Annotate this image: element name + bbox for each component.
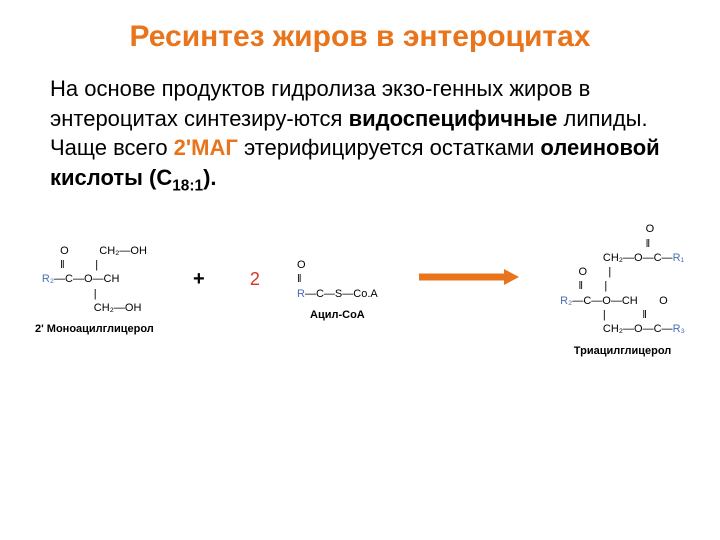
molecule-acyl-coa: O ‖ R—C—S—Co.A Ацил-СоА	[297, 258, 378, 321]
molecule-monoacylglycerol: O CH₂—OH ‖ | R₂—C—O—CH | CH₂—OH 2' Моноа…	[35, 244, 154, 335]
structure-2: O ‖ R—C—S—Co.A	[297, 258, 378, 301]
reaction-scheme: O CH₂—OH ‖ | R₂—C—O—CH | CH₂—OH 2' Моноа…	[30, 222, 690, 356]
molecule-triacylglycerol: O ‖ CH₂—O—C—R₁ O | ‖ | R₂—C—O—CH O | ‖ C…	[560, 222, 685, 356]
description-paragraph: На основе продуктов гидролиза экзо-генны…	[50, 74, 670, 197]
structure-3: O ‖ CH₂—O—C—R₁ O | ‖ | R₂—C—O—CH O | ‖ C…	[560, 222, 685, 336]
label-1: 2' Моноацилглицерол	[35, 323, 154, 335]
label-2: Ацил-СоА	[310, 309, 365, 321]
coefficient: 2	[250, 269, 260, 310]
plus-sign: +	[193, 268, 205, 311]
slide-title: Ресинтез жиров в энтероцитах	[30, 20, 690, 54]
label-3: Триацилглицерол	[574, 345, 672, 357]
structure-1: O CH₂—OH ‖ | R₂—C—O—CH | CH₂—OH	[42, 244, 147, 315]
reaction-arrow	[419, 267, 519, 312]
